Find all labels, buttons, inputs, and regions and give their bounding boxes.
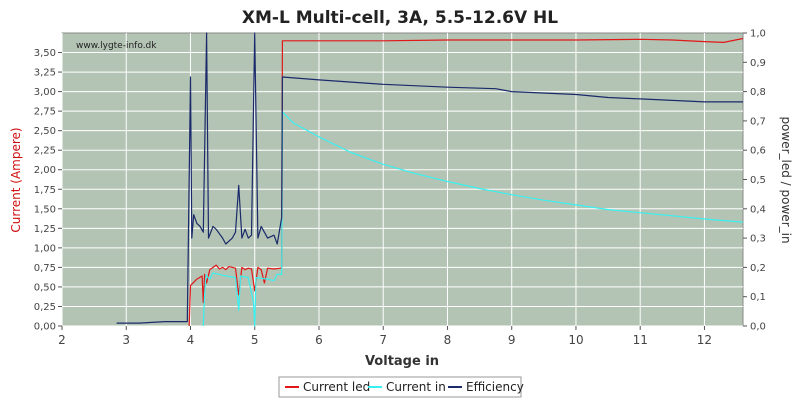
y-right-tick-label: 0,4 [750,204,766,215]
y-right-tick-label: 0,1 [750,292,766,303]
y-left-tick-label: 3,25 [34,68,56,79]
series-line-current-led [188,37,744,327]
series-lines [116,32,744,327]
legend: Current led Current in Efficiency [278,376,524,398]
plot-area [61,32,744,327]
series-line-current-in [202,111,744,327]
watermark: www.lygte-info.dk [76,41,157,51]
x-tick-label: 2 [58,333,66,347]
grid-lines [61,33,743,327]
y-left-tick-label: 1,00 [34,243,56,254]
y-left-tick-label: 3,50 [34,48,56,59]
chart-title: XM-L Multi-cell, 3A, 5.5-12.6V HL [242,8,558,28]
y-right-tick-label: 1,0 [750,29,766,40]
x-tick-label: 11 [633,333,648,347]
x-axis-ticks: 2 3 4 5 6 7 8 9 10 11 12 [58,326,712,347]
y-left-tick-label: 0,50 [34,282,56,293]
y-left-tick-label: 1,25 [34,224,56,235]
y-left-tick-label: 0,00 [34,322,56,333]
legend-label: Current in [386,380,446,394]
x-tick-label: 12 [697,333,712,347]
x-tick-label: 7 [379,333,387,347]
y-left-axis-ticks: 0,00 0,25 0,50 0,75 1,00 1,25 1,50 1,75 2,00 2,25… [34,48,62,333]
y-right-tick-label: 0,0 [750,322,766,333]
x-tick-label: 6 [315,333,323,347]
legend-label: Efficiency [466,380,524,394]
y-left-tick-label: 0,75 [34,263,56,274]
y-left-tick-label: 2,25 [34,146,56,157]
x-tick-label: 4 [187,333,195,347]
y-left-tick-label: 0,25 [34,302,56,313]
y-left-axis-label: Current (Ampere) [9,127,23,232]
x-axis-label: Voltage in [365,354,439,369]
y-right-tick-label: 0,2 [750,263,766,274]
y-left-tick-label: 2,00 [34,165,56,176]
x-tick-label: 10 [568,333,583,347]
x-tick-label: 9 [508,333,516,347]
y-right-axis-ticks: 0,0 0,1 0,2 0,3 0,4 0,5 0,6 0,7 0,8 0,9 1,0 [743,29,766,333]
legend-label: Current led [303,380,370,394]
y-left-tick-label: 2,75 [34,107,56,118]
x-tick-label: 3 [122,333,130,347]
y-right-tick-label: 0,3 [750,234,766,245]
y-right-tick-label: 0,8 [750,87,766,98]
series-line-efficiency [116,32,743,324]
y-right-axis-label: power_led / power_in [779,116,793,243]
y-right-tick-label: 0,9 [750,58,766,69]
y-left-tick-label: 1,50 [34,204,56,215]
y-right-tick-label: 0,5 [750,175,766,186]
y-right-tick-label: 0,6 [750,146,766,157]
x-tick-label: 5 [251,333,259,347]
y-left-tick-label: 3,00 [34,87,56,98]
y-left-tick-label: 2,50 [34,126,56,137]
y-left-tick-label: 1,75 [34,185,56,196]
x-tick-label: 8 [444,333,452,347]
y-right-tick-label: 0,7 [750,116,766,127]
